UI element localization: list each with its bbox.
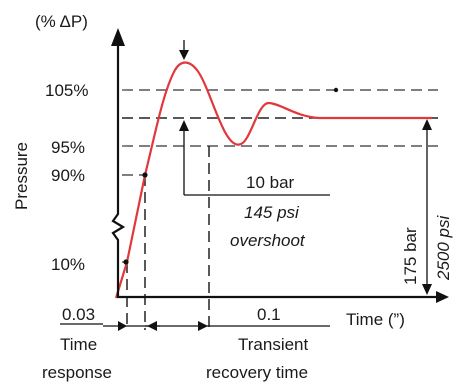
final-pressure-arrowhead-up [422,119,432,130]
ninety-percent-point [142,172,148,178]
time-response-caption-2: response [42,363,112,382]
ten-percent-point [123,259,129,265]
final-pressure-arrowhead-down [422,284,432,295]
level-10-label: 10% [51,255,85,274]
y-axis [111,44,126,298]
level-95-label: 95% [51,138,85,157]
overshoot-arrowhead-up [179,120,189,131]
overshoot-bar-label: 10 bar [246,173,295,192]
overshoot-psi-label: 145 psi [244,203,300,222]
transient-caption-2: recovery time [206,363,308,382]
transient-caption-1: Transient [238,335,309,354]
y-axis-arrowhead [111,28,125,46]
level-105-label: 105% [45,81,88,100]
recovery-arrowhead-left [147,321,157,331]
response-time-value: 0.03 [62,305,95,324]
recovery-time-value: 0.1 [257,305,281,324]
overshoot-word-label: overshoot [230,231,306,250]
overshoot-arrowhead-down [179,50,189,60]
x-axis-title: Time (”) [346,310,405,329]
x-axis-arrowhead [436,291,449,303]
recovery-arrowhead-right [198,321,208,331]
final-pressure-psi-label: 2500 psi [434,215,453,281]
level-90-label: 90% [51,166,85,185]
band-dot [333,87,339,93]
time-response-caption-1: Time [60,335,97,354]
final-pressure-bar-label: 175 bar [401,227,420,285]
y-axis-title: Pressure [12,142,31,210]
pressure-curve [114,61,432,299]
response-arrowhead [118,321,127,331]
y-unit-label: (% ΔP) [35,12,88,31]
